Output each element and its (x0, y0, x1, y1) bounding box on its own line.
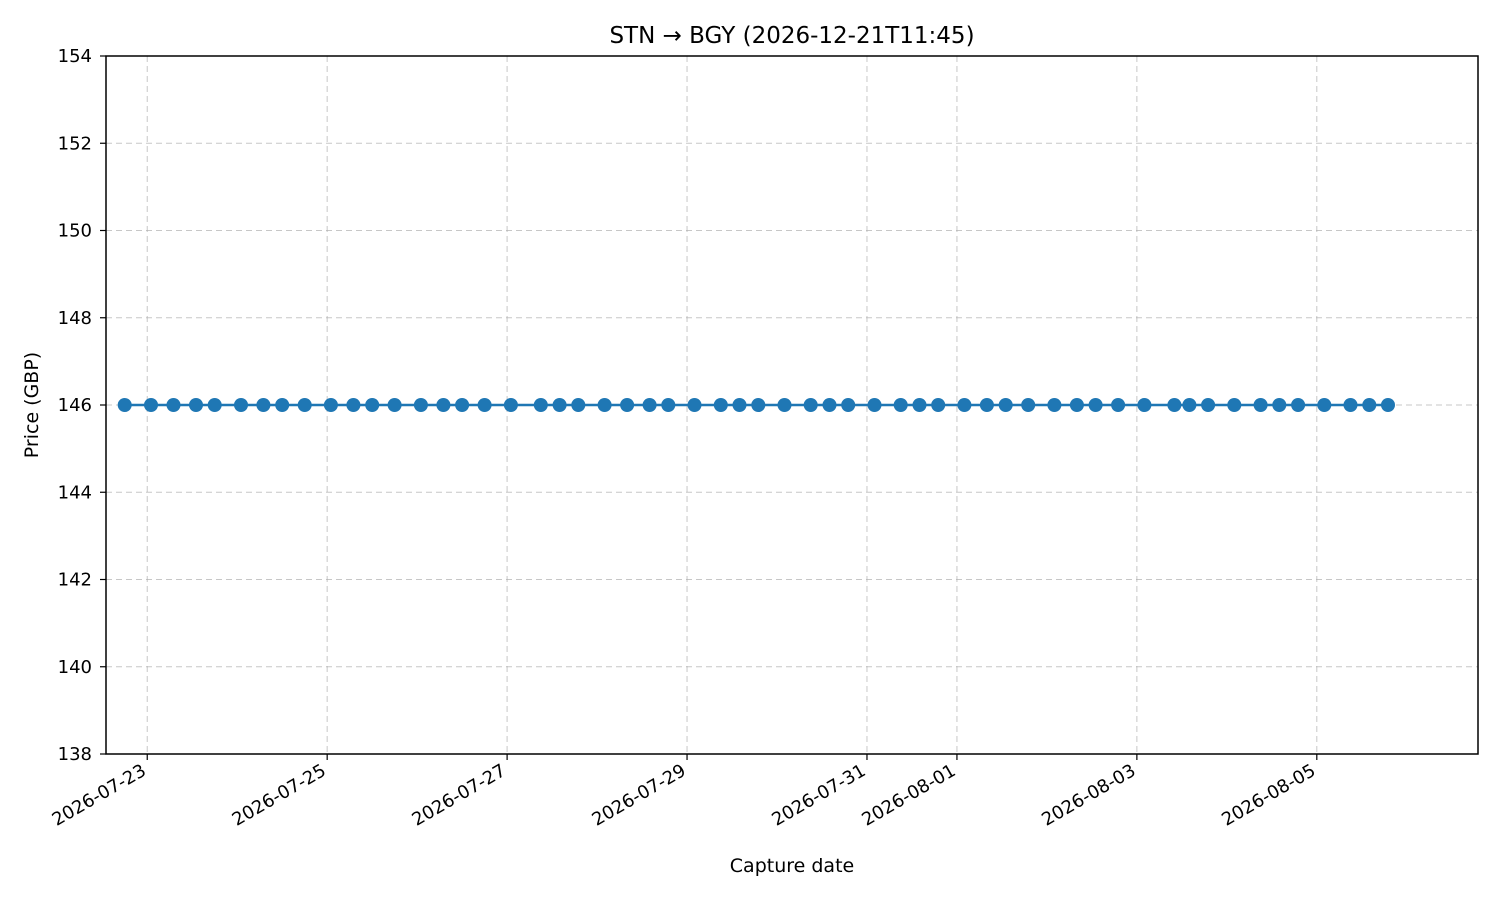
data-point (732, 398, 747, 412)
data-point (256, 398, 271, 412)
data-point (189, 398, 203, 412)
y-tick-label: 146 (58, 395, 92, 416)
data-point (387, 398, 402, 412)
data-point (571, 398, 586, 412)
data-point (1021, 398, 1036, 412)
x-tick-label: 2026-07-23 (49, 760, 150, 830)
data-point (822, 398, 837, 412)
x-tick-label: 2026-08-03 (1038, 760, 1139, 830)
data-point (1253, 398, 1268, 412)
data-point (803, 398, 818, 412)
data-point (477, 398, 492, 412)
data-point (503, 398, 518, 412)
data-point (1227, 398, 1242, 412)
data-point (1047, 398, 1062, 412)
data-point (413, 398, 428, 412)
data-point (597, 398, 612, 412)
y-tick-label: 152 (58, 133, 92, 154)
data-point (346, 398, 361, 412)
data-point (687, 398, 702, 412)
data-point (1362, 398, 1377, 412)
data-point (533, 398, 548, 412)
data-point (1201, 398, 1216, 412)
x-tick-label: 2026-07-31 (768, 760, 869, 830)
x-tick-label: 2026-08-01 (858, 760, 959, 830)
data-point (1343, 398, 1358, 412)
data-point (1272, 398, 1287, 412)
data-point (207, 398, 222, 412)
series-layer (117, 398, 1395, 412)
data-point (931, 398, 946, 412)
y-tick-label: 140 (58, 657, 92, 678)
data-point (117, 398, 132, 412)
y-tick-label: 144 (58, 482, 92, 503)
data-point (661, 398, 676, 412)
data-point (998, 398, 1013, 412)
data-point (957, 398, 972, 412)
data-point (144, 398, 158, 412)
data-point (1069, 398, 1084, 412)
chart-title: STN → BGY (2026-12-21T11:45) (609, 23, 974, 49)
data-point (436, 398, 451, 412)
data-point (455, 398, 470, 412)
data-point (841, 398, 856, 412)
y-axis-label: Price (GBP) (21, 352, 43, 458)
data-point (1137, 398, 1152, 412)
data-point (1317, 398, 1332, 412)
data-point (234, 398, 248, 412)
x-tick-label: 2026-08-05 (1218, 760, 1319, 830)
data-point (751, 398, 766, 412)
y-tick-label: 148 (58, 308, 92, 329)
data-point (867, 398, 882, 412)
x-axis: 2026-07-23 2026-07-25 2026-07-27 2026-07-29… (49, 754, 1319, 831)
data-point (713, 398, 728, 412)
data-point (1182, 398, 1197, 412)
y-axis: 138 140 142 144 146 148 150 152 154 (58, 46, 106, 765)
x-axis-label: Capture date (730, 855, 854, 877)
y-tick-label: 150 (58, 221, 92, 242)
data-point (552, 398, 567, 412)
x-tick-label: 2026-07-29 (588, 760, 689, 830)
data-point (642, 398, 657, 412)
data-point (1381, 398, 1395, 412)
data-point (1111, 398, 1126, 412)
data-point (166, 398, 181, 412)
data-point (620, 398, 635, 412)
data-point (365, 398, 380, 412)
data-point (1088, 398, 1103, 412)
y-tick-label: 142 (58, 570, 92, 591)
x-tick-label: 2026-07-25 (229, 760, 330, 830)
data-point (1167, 398, 1182, 412)
data-point (979, 398, 994, 412)
data-point (297, 398, 312, 412)
x-tick-label: 2026-07-27 (409, 760, 510, 830)
y-tick-label: 154 (58, 46, 92, 67)
y-tick-label: 138 (58, 744, 92, 765)
data-point (912, 398, 927, 412)
data-point (777, 398, 792, 412)
data-point (1291, 398, 1306, 412)
data-point (893, 398, 908, 412)
data-point (323, 398, 338, 412)
data-point (275, 398, 290, 412)
